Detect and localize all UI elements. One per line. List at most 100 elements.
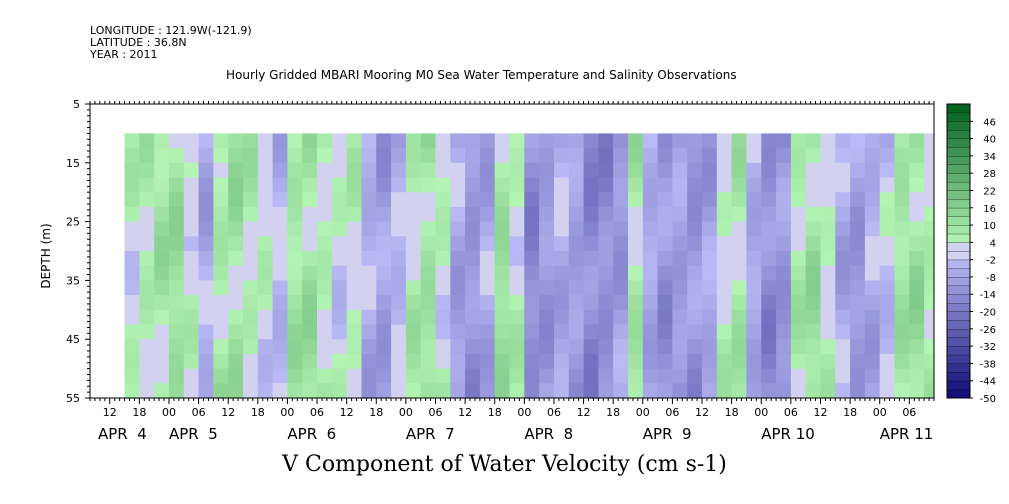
heatmap-cell: [539, 295, 555, 311]
heatmap-cell: [805, 133, 822, 149]
heatmap-cell: [139, 339, 155, 355]
heatmap-cell: [746, 353, 762, 370]
heatmap-cell: [554, 265, 570, 281]
heatmap-cell: [598, 368, 614, 384]
heatmap-cell: [243, 324, 259, 340]
heatmap-cell: [613, 251, 629, 267]
heatmap-cell: [183, 192, 200, 208]
heatmap-cell: [672, 295, 688, 311]
colorbar-swatch: [946, 354, 971, 364]
heatmap-cell: [805, 295, 822, 311]
heatmap-cell: [346, 324, 363, 340]
heatmap-cell: [302, 221, 318, 237]
x-tick-label: 12: [458, 406, 472, 419]
heatmap-cell: [405, 148, 422, 164]
heatmap-cell: [154, 339, 170, 355]
colorbar-swatch: [946, 147, 971, 157]
heatmap-cell: [124, 353, 140, 370]
colorbar-label: -38: [980, 359, 996, 370]
heatmap-cell: [835, 280, 851, 296]
heatmap-cell: [879, 339, 896, 355]
heatmap-cell: [228, 148, 244, 164]
heatmap-cell: [864, 353, 881, 370]
heatmap-cell: [272, 309, 288, 326]
heatmap-cell: [628, 339, 644, 355]
heatmap-cell: [479, 133, 496, 149]
heatmap-cell: [509, 206, 525, 223]
heatmap-cell: [450, 162, 466, 179]
colorbar-swatch: [946, 164, 971, 174]
heatmap-cell: [672, 353, 688, 370]
heatmap-cell: [805, 383, 822, 399]
heatmap-cell: [924, 148, 935, 164]
x-tick-label: 00: [517, 406, 531, 419]
colorbar-swatch: [946, 198, 971, 209]
heatmap-cell: [331, 368, 348, 384]
heatmap-cell: [391, 339, 407, 355]
heatmap-cell: [228, 309, 244, 326]
heatmap-cell: [450, 280, 466, 296]
colorbar-swatch: [946, 294, 971, 304]
heatmap-cell: [598, 295, 614, 311]
heatmap-cell: [494, 221, 511, 237]
heatmap-cell: [835, 177, 851, 193]
heatmap-cell: [124, 368, 140, 384]
heatmap-cell: [124, 192, 140, 208]
heatmap-cell: [272, 339, 288, 355]
heatmap-cell: [139, 295, 155, 311]
colorbar-label: 34: [983, 152, 996, 163]
heatmap-cell: [909, 206, 925, 223]
heatmap-cell: [272, 295, 288, 311]
heatmap-cell: [346, 251, 363, 267]
heatmap-cell: [124, 265, 140, 281]
heatmap-cell: [154, 206, 170, 223]
heatmap-cell: [583, 148, 599, 164]
heatmap-cell: [746, 324, 762, 340]
heatmap-cell: [213, 148, 229, 164]
heatmap-cell: [257, 383, 274, 399]
heatmap-cell: [243, 148, 259, 164]
heatmap-cell: [361, 206, 377, 223]
heatmap-cell: [657, 192, 673, 208]
heatmap-cell: [524, 162, 540, 179]
heatmap-cell: [509, 251, 525, 267]
heatmap-cell: [376, 353, 392, 370]
heatmap-cell: [628, 353, 644, 370]
x-tick-label: 18: [132, 406, 146, 419]
heatmap-cell: [435, 265, 451, 281]
heatmap-cell: [139, 236, 155, 252]
heatmap-cell: [716, 324, 733, 340]
heatmap-cell: [302, 295, 318, 311]
heatmap-cell: [287, 251, 303, 267]
heatmap-cell: [583, 265, 599, 281]
x-tick-label: 06: [902, 406, 916, 419]
heatmap-cell: [583, 339, 599, 355]
heatmap-cell: [272, 383, 288, 399]
heatmap-cell: [909, 148, 925, 164]
heatmap-cell: [835, 339, 851, 355]
heatmap-cell: [213, 280, 229, 296]
heatmap-cell: [835, 162, 851, 179]
heatmap-cell: [702, 251, 718, 267]
colorbar-swatch: [946, 311, 971, 321]
heatmap-cell: [805, 324, 822, 340]
heatmap-cell: [243, 295, 259, 311]
heatmap-cell: [583, 280, 599, 296]
heatmap-cell: [391, 177, 407, 193]
heatmap-cell: [213, 177, 229, 193]
heatmap-cell: [583, 368, 599, 384]
heatmap-cell: [228, 221, 244, 237]
heatmap-cell: [183, 309, 200, 326]
heatmap-cell: [790, 324, 807, 340]
heatmap-cell: [450, 221, 466, 237]
heatmap-cell: [657, 221, 673, 237]
heatmap-cell: [257, 339, 274, 355]
heatmap-cell: [213, 339, 229, 355]
heatmap-cell: [524, 148, 540, 164]
heatmap-cell: [909, 265, 925, 281]
heatmap-cell: [731, 251, 747, 267]
heatmap-cell: [702, 148, 718, 164]
heatmap-cell: [361, 133, 377, 149]
heatmap-cell: [420, 221, 437, 237]
colorbar-swatch: [946, 138, 971, 148]
